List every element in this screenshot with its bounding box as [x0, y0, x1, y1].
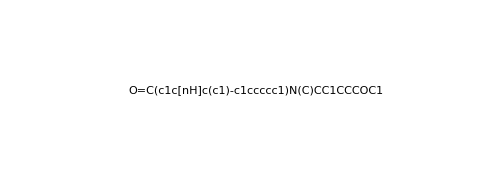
Text: O=C(c1c[nH]c(c1)-c1ccccc1)N(C)CC1CCCOC1: O=C(c1c[nH]c(c1)-c1ccccc1)N(C)CC1CCCOC1: [128, 85, 384, 95]
